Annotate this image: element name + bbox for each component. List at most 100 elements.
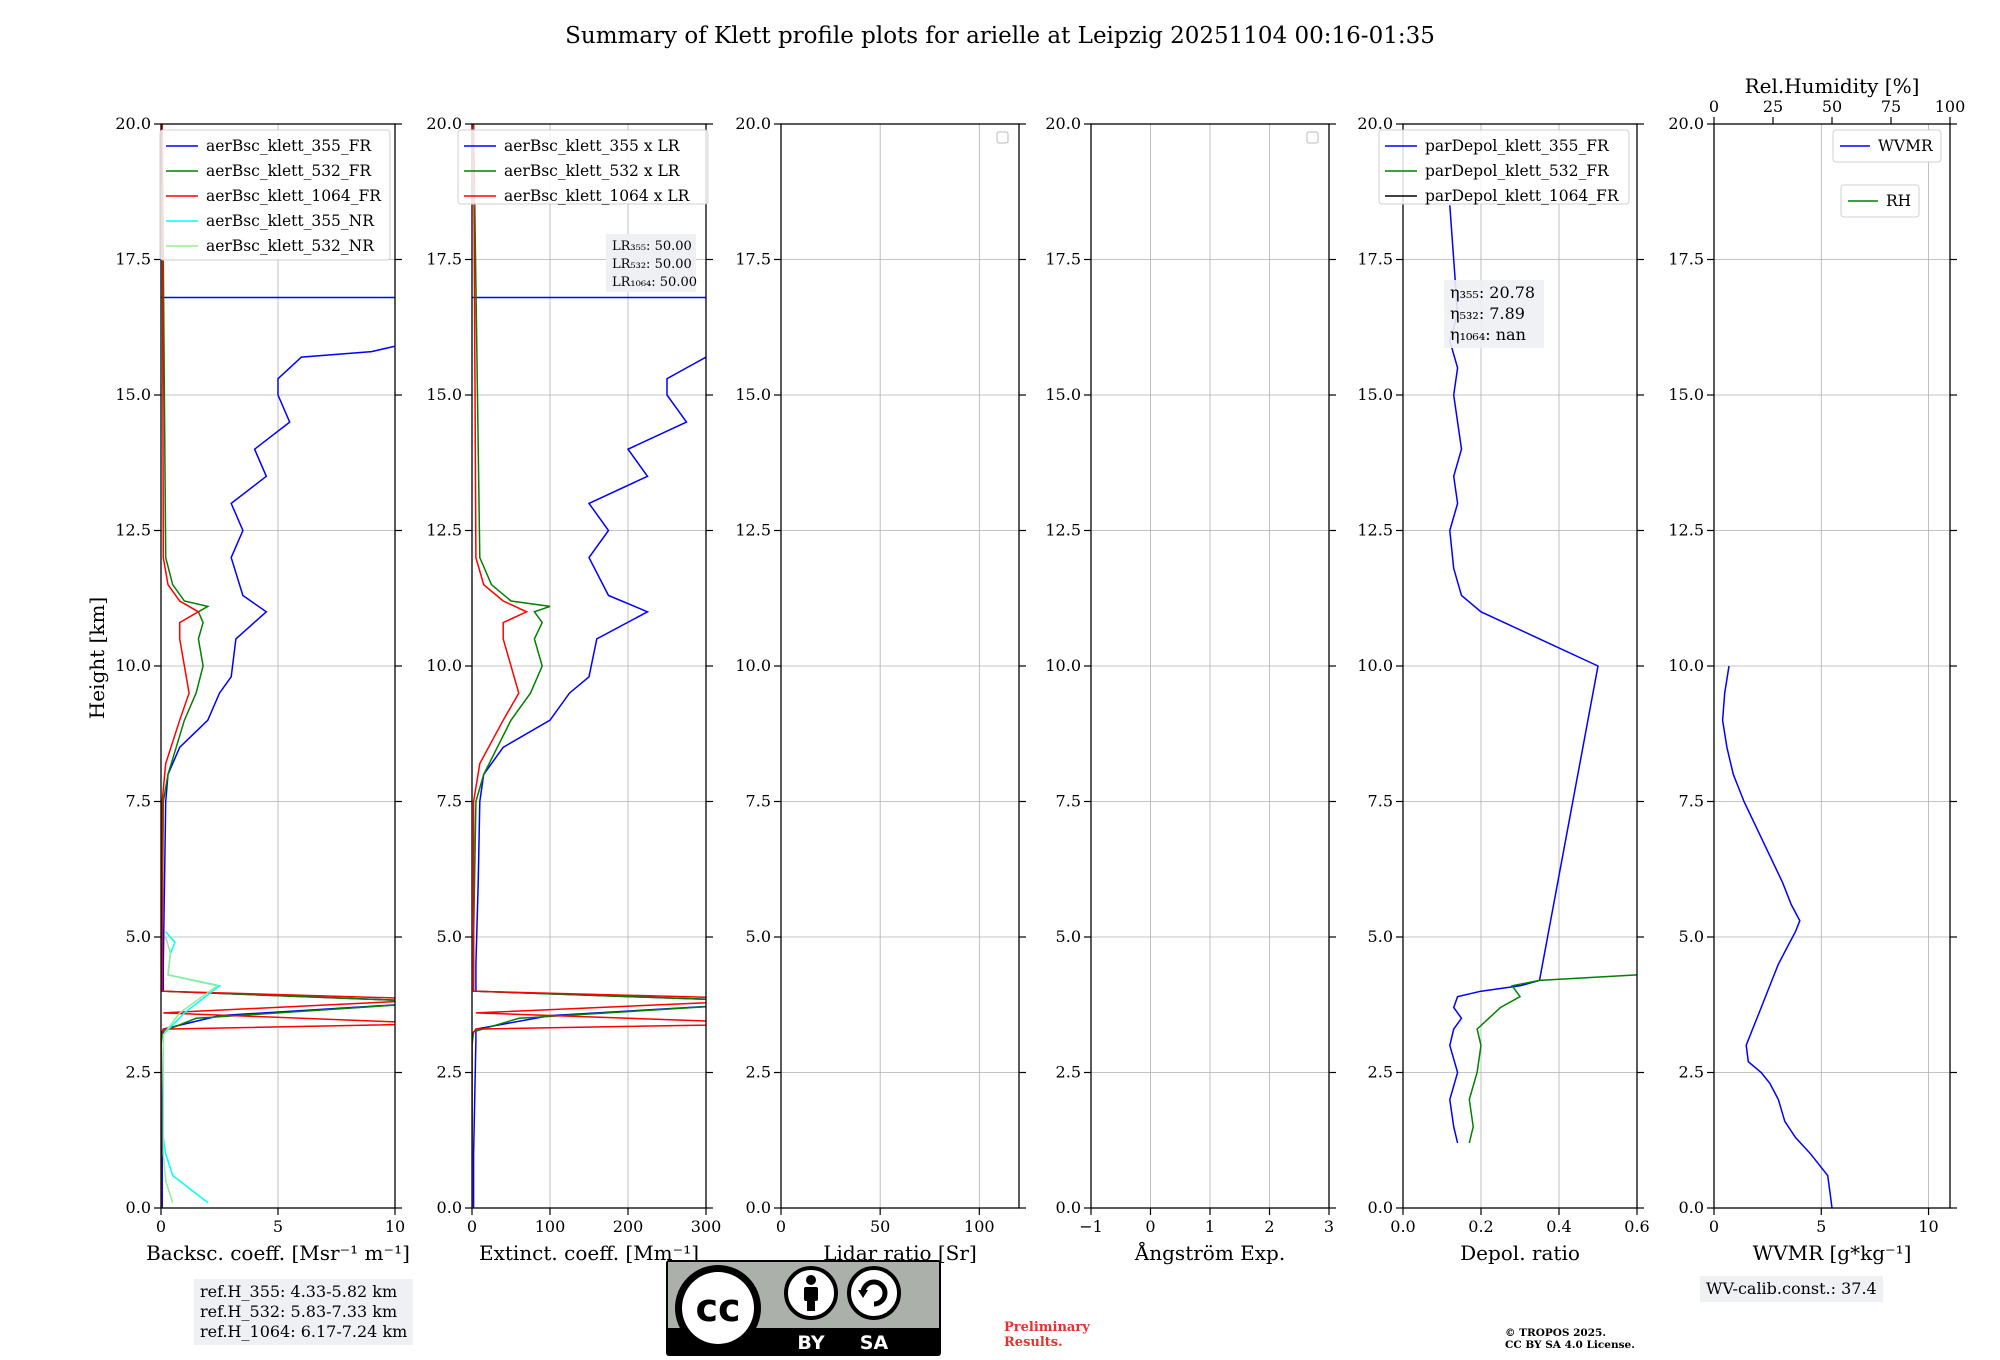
y-axis-label: Height [km] xyxy=(85,597,109,719)
top-x-tick-label: 0 xyxy=(1709,97,1719,116)
panel-water-vapor: 0 5 10 0.0 2.5 5.0 7.5 10.0 12.5 15.0 17.5 20.0 WVMR… xyxy=(1668,74,1966,1265)
y-tick-label: 10.0 xyxy=(1668,656,1704,675)
x-tick-label: 0 xyxy=(467,1217,477,1236)
y-tick-label: 20.0 xyxy=(735,114,771,133)
x-tick-label: 0 xyxy=(776,1217,786,1236)
y-tick-label: 12.5 xyxy=(426,521,462,540)
y-tick-label: 12.5 xyxy=(1668,521,1704,540)
x-tick-label: 100 xyxy=(964,1217,995,1236)
x-tick-label: 100 xyxy=(535,1217,566,1236)
lidar-ratio-label: LR₅₃₂: 50.00 xyxy=(612,257,692,272)
y-tick-label: 7.5 xyxy=(126,792,151,811)
series-parDepol_klett_355_FR xyxy=(1449,205,1599,1144)
y-tick-label: 12.5 xyxy=(1357,521,1393,540)
legend-box xyxy=(457,129,709,205)
legend-label: aerBsc_klett_355 x LR xyxy=(504,137,681,155)
badge-by-label: BY xyxy=(797,1332,824,1354)
y-tick-label: 15.0 xyxy=(1357,385,1393,404)
series-aerBsc_klett_1064_FR xyxy=(161,124,395,1208)
y-tick-label: 15.0 xyxy=(735,385,771,404)
figure-title: Summary of Klett profile plots for ariel… xyxy=(565,23,1435,49)
y-tick-label: 0.0 xyxy=(1056,1198,1081,1217)
legend-label: aerBsc_klett_1064_FR xyxy=(206,187,382,205)
plot-frame xyxy=(471,123,707,1209)
x-axis-label: Backsc. coeff. [Msr⁻¹ m⁻¹] xyxy=(146,1241,410,1265)
x-axis-label: Depol. ratio xyxy=(1460,1241,1580,1265)
x-tick-label: 50 xyxy=(870,1217,890,1236)
legend-box xyxy=(159,129,391,261)
y-tick-label: 15.0 xyxy=(115,385,151,404)
series-aerBsc_klett_355_FR xyxy=(161,345,395,1208)
empty-legend-icon xyxy=(1306,131,1319,144)
x-tick-label: 10 xyxy=(385,1217,405,1236)
y-tick-label: 7.5 xyxy=(1679,792,1704,811)
x-axis-label: Extinct. coeff. [Mm⁻¹] xyxy=(479,1241,699,1265)
y-tick-label: 2.5 xyxy=(1368,1063,1393,1082)
y-tick-label: 0.0 xyxy=(126,1198,151,1217)
y-tick-label: 10.0 xyxy=(115,656,151,675)
y-tick-label: 7.5 xyxy=(746,792,771,811)
preliminary-results-note: Preliminary Results. xyxy=(1004,1320,1090,1350)
y-tick-label: 5.0 xyxy=(437,927,462,946)
x-tick-label: 2 xyxy=(1264,1217,1274,1236)
x-tick-label: 0.0 xyxy=(1390,1217,1415,1236)
y-tick-label: 17.5 xyxy=(1045,250,1081,269)
series-aerBsc_klett_355 x LR xyxy=(472,356,706,1208)
legend-label: parDepol_klett_355_FR xyxy=(1425,137,1610,155)
preliminary-line-1: Preliminary xyxy=(1004,1320,1090,1335)
y-tick-label: 0.0 xyxy=(437,1198,462,1217)
x-tick-label: 0.2 xyxy=(1468,1217,1493,1236)
y-tick-label: 0.0 xyxy=(1679,1198,1704,1217)
x-tick-label: 0 xyxy=(156,1217,166,1236)
plot-frame xyxy=(1402,123,1638,1209)
badge-sa-label: SA xyxy=(860,1332,889,1354)
cc-license-badge: cc BY SA xyxy=(666,1260,941,1356)
y-tick-label: 7.5 xyxy=(1368,792,1393,811)
y-tick-label: 2.5 xyxy=(746,1063,771,1082)
y-tick-label: 17.5 xyxy=(115,250,151,269)
reference-height-box: ref.H_355: 4.33-5.82 km ref.H_532: 5.83-… xyxy=(194,1279,414,1345)
x-tick-label: 0.4 xyxy=(1546,1217,1571,1236)
top-x-tick-label: 100 xyxy=(1935,97,1966,116)
x-axis-label: WVMR [g*kg⁻¹] xyxy=(1753,1241,1912,1265)
panel-lidar-ratio: 0 50 1000.02.55.07.510.012.515.017.520.0Li… xyxy=(735,114,1026,1265)
ref-height-532: ref.H_532: 5.83-7.33 km xyxy=(200,1302,398,1321)
x-tick-label: 0.6 xyxy=(1624,1217,1649,1236)
y-tick-label: 5.0 xyxy=(1368,927,1393,946)
legend-label: WVMR xyxy=(1878,137,1934,155)
panel-extinction: 0 100 200 300 0.0 2.5 5.0 7.5 10.0 12.5 15.0 17.5 20… xyxy=(426,114,721,1265)
eta-box xyxy=(1444,280,1544,348)
y-tick-label: 0.0 xyxy=(1368,1198,1393,1217)
series-group xyxy=(472,124,706,1208)
y-tick-label: 15.0 xyxy=(1668,385,1704,404)
eta-label: η₃₅₅: 20.78 xyxy=(1450,283,1535,302)
panel-backscatter: 0 5 10 0.0 2.5 5.0 7.5 10.0 12.5 15.0 17.5 20.0 Back… xyxy=(115,114,410,1265)
legend-label: parDepol_klett_1064_FR xyxy=(1425,187,1620,205)
series-WVMR xyxy=(1721,665,1833,1208)
y-tick-label: 12.5 xyxy=(735,521,771,540)
legend-label: aerBsc_klett_355_FR xyxy=(206,137,372,155)
y-tick-label: 0.0 xyxy=(746,1198,771,1217)
legend-label: aerBsc_klett_1064 x LR xyxy=(504,187,691,205)
x-tick-label: 3 xyxy=(1324,1217,1334,1236)
x-tick-label: 5 xyxy=(273,1217,283,1236)
lidar-ratio-label: LR₁₀₆₄: 50.00 xyxy=(612,275,697,290)
y-tick-label: 2.5 xyxy=(1679,1063,1704,1082)
top-x-tick-label: 75 xyxy=(1881,97,1901,116)
y-tick-label: 17.5 xyxy=(426,250,462,269)
copyright-line-1: © TROPOS 2025. xyxy=(1505,1327,1607,1339)
top-x-tick-label: 50 xyxy=(1822,97,1842,116)
y-tick-label: 12.5 xyxy=(115,521,151,540)
series-aerBsc_klett_532_NR xyxy=(162,936,219,1203)
y-tick-label: 5.0 xyxy=(746,927,771,946)
legend-label: aerBsc_klett_532_FR xyxy=(206,162,372,180)
plot-frame xyxy=(160,123,396,1209)
eta-label: η₁₀₆₄: nan xyxy=(1450,325,1526,344)
y-tick-label: 17.5 xyxy=(1668,250,1704,269)
y-tick-label: 7.5 xyxy=(437,792,462,811)
y-tick-label: 2.5 xyxy=(1056,1063,1081,1082)
y-tick-label: 10.0 xyxy=(735,656,771,675)
series-group xyxy=(1449,205,1637,1144)
y-tick-label: 10.0 xyxy=(1045,656,1081,675)
